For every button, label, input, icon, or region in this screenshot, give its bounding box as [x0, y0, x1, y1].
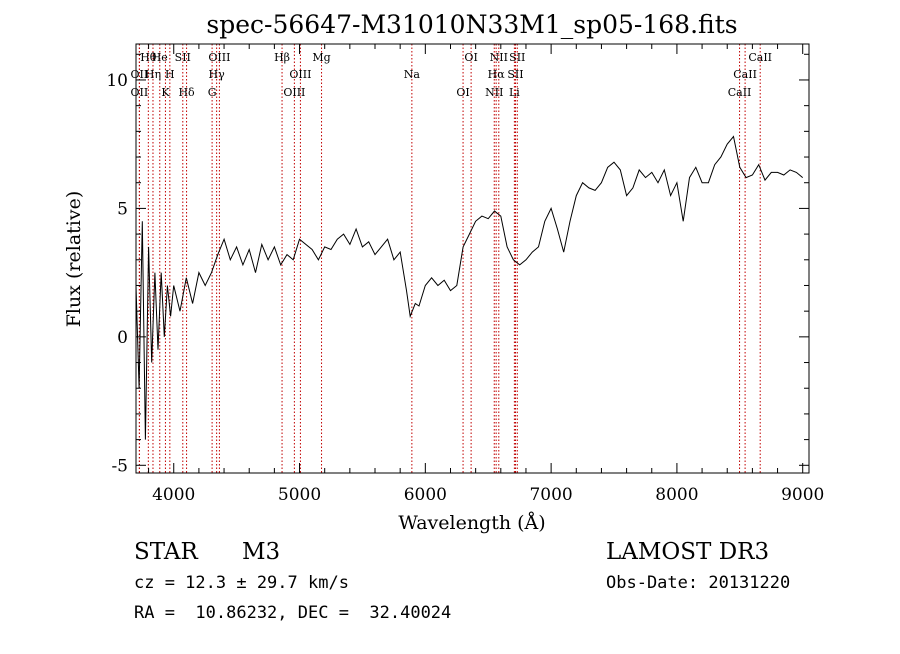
line-markers	[138, 44, 761, 473]
object-class: STAR	[134, 539, 198, 565]
y-tick-label: -5	[111, 456, 128, 476]
line-label: OIII	[208, 51, 230, 64]
x-tick-label: 6000	[404, 485, 447, 505]
line-label: SII	[175, 51, 191, 64]
line-label: He	[152, 51, 168, 64]
plot-frame	[135, 43, 810, 474]
x-axis-ticks: 4000 5000 6000 7000 8000 9000	[148, 44, 824, 505]
redshift-text: cz = 12.3 ± 29.7 km/s	[134, 573, 349, 593]
coordinates-text: RA = 10.86232, DEC = 32.40024	[134, 603, 452, 623]
line-label: OII	[131, 68, 149, 81]
line-label: CaII	[733, 68, 757, 81]
line-label: Hβ	[274, 51, 290, 64]
y-tick-label: 0	[117, 328, 128, 348]
x-tick-label: 7000	[529, 485, 572, 505]
line-label: K	[161, 86, 170, 99]
line-label: CaII	[748, 51, 772, 64]
line-label: Hθ	[140, 51, 157, 64]
chart-title: spec-56647-M31010N33M1_sp05-168.fits	[206, 10, 737, 39]
y-axis-label: Flux (relative)	[63, 191, 85, 328]
line-label: Hγ	[209, 68, 226, 81]
y-tick-label: 5	[117, 199, 128, 219]
line-label: OII	[131, 86, 149, 99]
line-label: Hα	[488, 68, 506, 81]
line-label: OI	[456, 86, 469, 99]
line-label: NII	[490, 51, 508, 64]
x-tick-label: 8000	[655, 485, 698, 505]
line-label: SII	[507, 68, 523, 81]
line-label: Li	[509, 86, 520, 99]
line-label: OI	[464, 51, 477, 64]
x-tick-label: 4000	[152, 485, 195, 505]
line-label: Na	[404, 68, 421, 81]
line-label: NII	[485, 86, 503, 99]
x-tick-label: 9000	[781, 485, 824, 505]
survey-name: LAMOST DR3	[606, 539, 770, 565]
line-label: Mg	[312, 51, 330, 64]
line-label: CaII	[728, 86, 752, 99]
line-label: H	[165, 68, 175, 81]
line-label: Hη	[145, 68, 161, 81]
x-axis-label: Wavelength (Å)	[398, 512, 545, 534]
line-label: SII	[509, 51, 525, 64]
line-label: G	[208, 86, 217, 99]
line-label: OIII	[289, 68, 311, 81]
line-label: Hδ	[178, 86, 195, 99]
object-subclass: M3	[242, 539, 281, 565]
x-tick-label: 5000	[278, 485, 321, 505]
obs-date-text: Obs-Date: 20131220	[606, 573, 791, 593]
spectrum-series-line	[135, 135, 804, 440]
y-tick-label: 10	[106, 71, 128, 91]
line-labels: HθOIIOIIHeHηKSIIHHδOIIIHγGHβOIIIOIIIMgNa…	[131, 51, 772, 99]
y-axis-ticks: -5 0 5 10	[106, 53, 809, 476]
line-label: OIII	[283, 86, 305, 99]
